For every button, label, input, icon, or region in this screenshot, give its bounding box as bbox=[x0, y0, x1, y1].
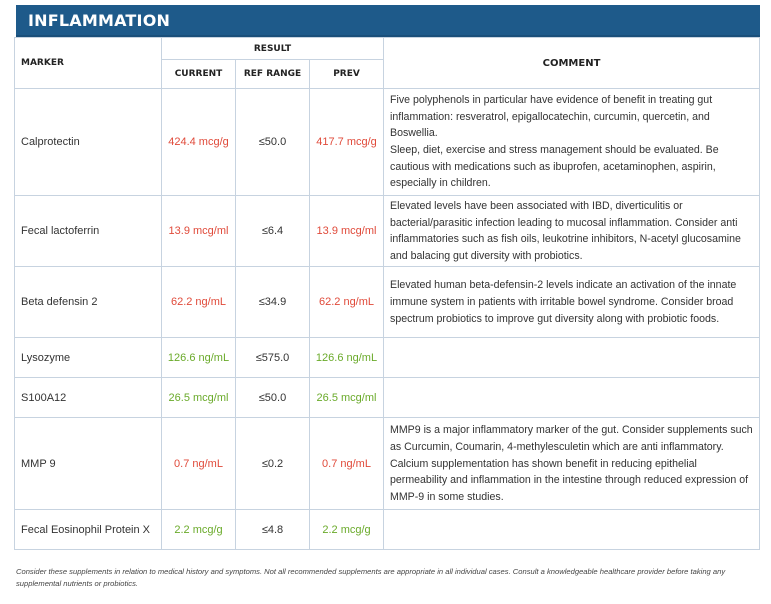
marker-cell: Lysozyme bbox=[14, 337, 162, 379]
prev-value: 126.6 ng/mL bbox=[308, 337, 385, 379]
comment-cell bbox=[383, 377, 760, 419]
disclaimer-footer: Consider these supplements in relation t… bbox=[16, 567, 726, 588]
ref-range-value: ≤575.0 bbox=[235, 337, 310, 379]
header-ref-range: REF RANGE bbox=[235, 59, 310, 89]
marker-cell: Calprotectin bbox=[14, 88, 162, 196]
marker-cell: S100A12 bbox=[14, 377, 162, 419]
header-comment: COMMENT bbox=[383, 37, 760, 89]
current-value: 62.2 ng/mL bbox=[161, 266, 236, 339]
current-value: 2.2 mcg/g bbox=[161, 509, 236, 551]
header-current: CURRENT bbox=[161, 59, 236, 89]
comment-cell: MMP9 is a major inflammatory marker of t… bbox=[383, 417, 760, 511]
ref-range-value: ≤34.9 bbox=[235, 266, 310, 339]
marker-cell: Fecal lactoferrin bbox=[14, 194, 162, 268]
prev-value: 62.2 ng/mL bbox=[308, 266, 385, 339]
inflammation-table: MARKER RESULT COMMENT CURRENT REF RANGE … bbox=[14, 37, 760, 551]
prev-value: 26.5 mcg/ml bbox=[308, 377, 385, 419]
table-row: Calprotectin 424.4 mcg/g ≤50.0 417.7 mcg/g F… bbox=[14, 88, 760, 196]
table-row: Fecal lactoferrin 13.9 mcg/ml ≤6.4 13.9 mcg… bbox=[14, 194, 760, 268]
table-row: Lysozyme 126.6 ng/mL ≤575.0 126.6 ng/mL bbox=[14, 337, 760, 379]
comment-cell bbox=[383, 337, 760, 379]
ref-range-value: ≤0.2 bbox=[235, 417, 310, 511]
current-value: 26.5 mcg/ml bbox=[161, 377, 236, 419]
ref-range-value: ≤4.8 bbox=[235, 509, 310, 551]
prev-value: 13.9 mcg/ml bbox=[308, 194, 385, 268]
prev-value: 0.7 ng/mL bbox=[308, 417, 385, 511]
marker-cell: Fecal Eosinophil Protein X bbox=[14, 509, 162, 551]
header-marker: MARKER bbox=[14, 37, 162, 89]
marker-cell: MMP 9 bbox=[14, 417, 162, 511]
current-value: 0.7 ng/mL bbox=[161, 417, 236, 511]
current-value: 13.9 mcg/ml bbox=[161, 194, 236, 268]
table-row: Beta defensin 2 62.2 ng/mL ≤34.9 62.2 ng/mL… bbox=[14, 266, 760, 339]
comment-cell: Five polyphenols in particular have evid… bbox=[383, 88, 760, 196]
marker-cell: Beta defensin 2 bbox=[14, 266, 162, 339]
prev-value: 417.7 mcg/g bbox=[308, 88, 385, 196]
prev-value: 2.2 mcg/g bbox=[308, 509, 385, 551]
section-banner: INFLAMMATION bbox=[16, 5, 760, 37]
current-value: 126.6 ng/mL bbox=[161, 337, 236, 379]
current-value: 424.4 mcg/g bbox=[161, 88, 236, 196]
header-result: RESULT bbox=[160, 37, 385, 60]
comment-cell: Elevated levels have been associated wit… bbox=[383, 194, 760, 268]
comment-cell bbox=[383, 509, 760, 551]
ref-range-value: ≤50.0 bbox=[235, 88, 310, 196]
table-row: Fecal Eosinophil Protein X 2.2 mcg/g ≤4.8 2… bbox=[14, 509, 760, 551]
section-title: INFLAMMATION bbox=[28, 11, 171, 30]
ref-range-value: ≤50.0 bbox=[235, 377, 310, 419]
table-row: MMP 9 0.7 ng/mL ≤0.2 0.7 ng/mL MMP9 is a maj… bbox=[14, 417, 760, 511]
ref-range-value: ≤6.4 bbox=[235, 194, 310, 268]
comment-cell: Elevated human beta-defensin-2 levels in… bbox=[383, 266, 760, 339]
table-row: S100A12 26.5 mcg/ml ≤50.0 26.5 mcg/ml bbox=[14, 377, 760, 419]
header-prev: PREV bbox=[308, 59, 385, 89]
